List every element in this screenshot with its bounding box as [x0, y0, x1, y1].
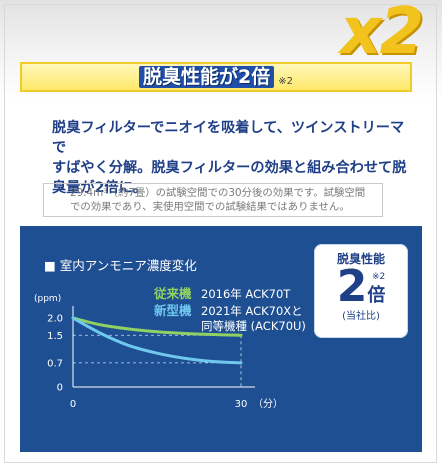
headline-title: 脱臭性能が2倍 [139, 66, 275, 88]
chart-axes: 2.0 1.5 0.7 00 30 （分） [47, 306, 283, 410]
legend-new-model-detail: 同等機種 (ACK70U) [201, 319, 306, 333]
badge-title: 脱臭性能 [336, 252, 385, 266]
badge-value: 2 [336, 261, 368, 312]
headline-footnote: ※2 [278, 75, 293, 87]
test-condition-note: 29.4m³（約7畳）の試験空間での30分後の効果です。試験空間 での効果であり… [43, 183, 383, 217]
content-frame [4, 4, 437, 463]
legend-old-model-name: 従来機 [153, 286, 192, 301]
x-tick-label: 30 [235, 399, 248, 410]
series-line-new-model [71, 316, 243, 365]
x-tick-label: 0 [70, 399, 76, 410]
description: 脱臭フィルターでニオイを吸着して、ツインストリーマで すばやく分解。脱臭フィルタ… [52, 118, 412, 198]
performance-badge: 脱臭性能 ※2 2倍 (当社比) [314, 244, 408, 338]
y-tick-label: 1.5 [47, 331, 63, 342]
ammonia-line-chart: ■ 室内アンモニア濃度変化 (ppm) 2.0 1.5 0.7 00 30 （分） 従来機… [34, 258, 306, 410]
headline-banner: 脱臭性能が2倍 ※2 [20, 62, 412, 92]
note-line: 29.4m³（約7畳）の試験空間での30分後の効果です。試験空間 [70, 187, 366, 199]
series-line-old-model [71, 316, 243, 337]
legend-old-model-detail: 2016年 ACK70T [201, 287, 291, 301]
chart-title: ■ 室内アンモニア濃度変化 [44, 258, 197, 273]
chart-series [71, 316, 243, 365]
badge-unit: 倍 [367, 285, 386, 306]
badge-footnote: ※2 [372, 272, 386, 282]
description-line: 臭量が2倍に。 [52, 180, 147, 196]
note-line: での効果であり、実使用空間での試験結果ではありません。 [70, 201, 350, 213]
y-axis-label: (ppm) [34, 294, 61, 304]
x-unit-label: （分） [253, 398, 283, 410]
x2-badge: x2 [340, 0, 424, 69]
description-line: すばやく分解。脱臭フィルターの効果と組み合わせて脱 [52, 160, 407, 176]
legend-new-model-name: 新型機 [154, 303, 192, 318]
y-tick-label: 0.7 [47, 358, 63, 369]
legend-new-model-detail: 2021年 ACK70Xと [201, 304, 303, 318]
y-tick-label: 0 [57, 383, 63, 394]
y-tick-label: 2.0 [47, 314, 63, 325]
description-line: 脱臭フィルターでニオイを吸着して、ツインストリーマで [52, 120, 405, 156]
badge-subtitle: (当社比) [342, 311, 380, 322]
